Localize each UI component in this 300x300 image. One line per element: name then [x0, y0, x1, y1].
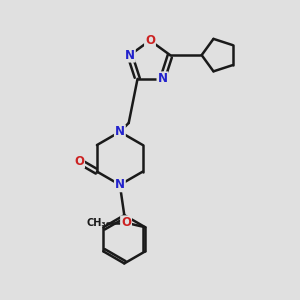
Text: O: O — [121, 216, 131, 229]
Text: O: O — [145, 34, 155, 47]
Text: N: N — [158, 72, 167, 85]
Text: N: N — [115, 178, 125, 191]
Text: N: N — [115, 125, 125, 138]
Text: O: O — [74, 155, 84, 168]
Text: N: N — [125, 49, 135, 62]
Text: CH₃: CH₃ — [87, 218, 106, 228]
